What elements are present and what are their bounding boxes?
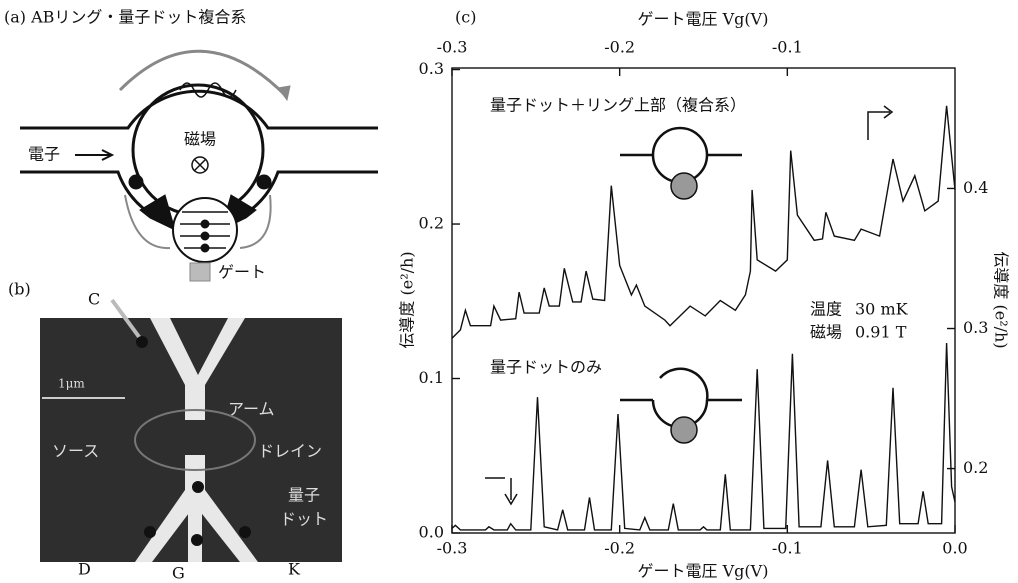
label-d: D [78,560,91,579]
scale-label: 1μm [58,377,85,391]
label-k: K [288,560,301,579]
series-label: 量子ドットのみ [490,358,602,377]
panel-a-title: (a) ABリング・量子ドット複合系 [4,8,246,27]
panel-c-title: (c) [455,8,476,27]
y2-tick-label: 0.2 [963,458,988,477]
temp-label: 温度 [810,300,842,319]
x-tick-label: -0.1 [772,539,803,558]
gate-label: ゲート [218,263,266,282]
source-label: ソース [52,442,99,461]
field-label: 磁場 [184,130,216,149]
series-label: 量子ドット＋リング上部（複合系） [490,96,746,115]
dot-label-2: ドット [280,510,328,529]
y-tick-label: 0.1 [419,368,444,387]
x-tick-label: -0.2 [604,539,635,558]
x2-axis-label: ゲート電圧 Vg(V) [638,10,769,29]
y2-tick-label: 0.4 [963,178,988,197]
label-g: G [172,564,185,583]
x-axis-label: ゲート電圧 Vg(V) [638,562,769,581]
field-label: 磁場 [810,323,842,342]
electron-label: 電子 [28,145,60,164]
y-tick-label: 0.2 [419,214,444,233]
y-axis-label: 伝導度 (e²/h) [398,251,417,348]
label-c: C [88,290,100,309]
field-value: 0.91 T [855,323,907,342]
dot-label-1: 量子 [288,486,320,505]
y2-axis-label: 伝導度 (e²/h) [992,251,1011,348]
y2-tick-label: 0.3 [963,318,988,337]
arm-label: アーム [228,400,275,419]
x2-tick-label: -0.3 [437,38,468,57]
temp-value: 30 mK [855,300,909,319]
ring-diagram [20,51,378,281]
figure-svg: (a) ABリング・量子ドット複合系 電子 磁場 ゲート (b) C 1μm ア… [0,0,1018,583]
drain-label: ドレイン [258,442,322,461]
x-tick-label: 0.0 [942,539,967,558]
figure: (a) ABリング・量子ドット複合系 電子 磁場 ゲート (b) C 1μm ア… [0,0,1018,583]
y-tick-label: 0.3 [419,59,444,78]
y-tick-label: 0.0 [419,523,444,542]
panel-b-title: (b) [8,280,31,299]
x2-tick-label: -0.2 [604,38,635,57]
x2-tick-label: -0.1 [772,38,803,57]
